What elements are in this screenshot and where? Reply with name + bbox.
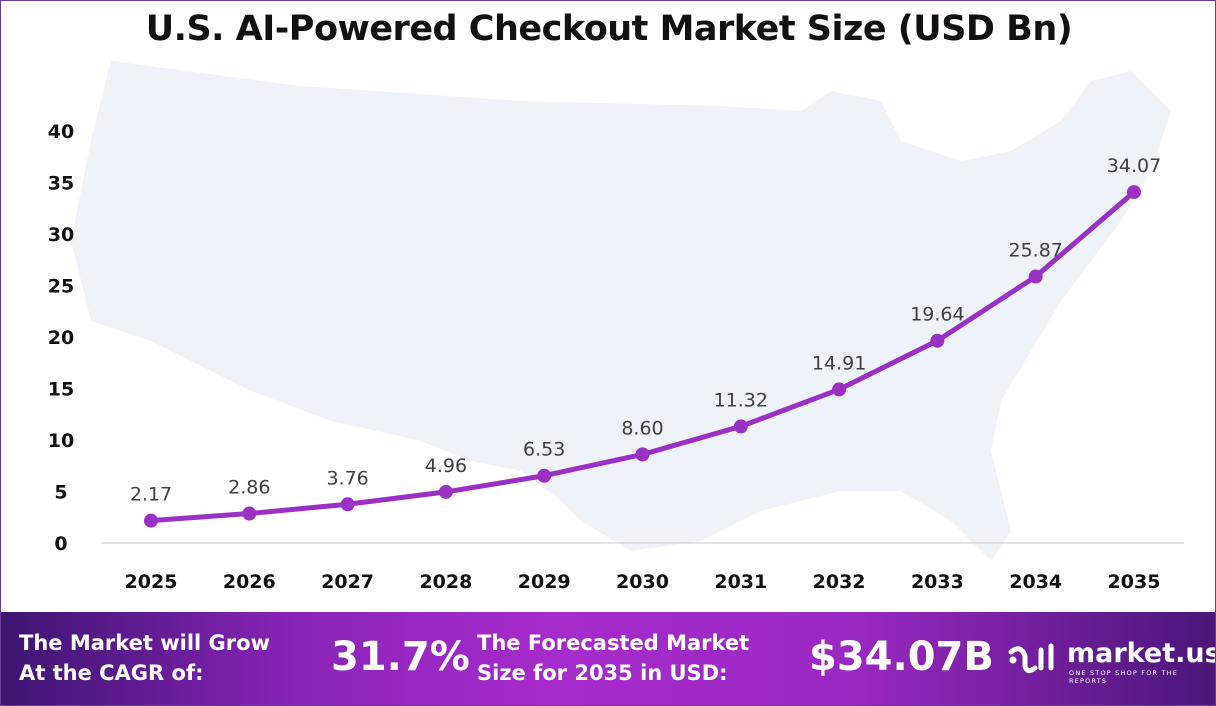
y-tick-label: 25 (48, 276, 74, 298)
footer-banner: The Market will Grow At the CAGR of: 31.… (1, 612, 1216, 705)
data-label: 6.53 (523, 439, 565, 461)
data-label: 4.96 (425, 455, 467, 477)
data-label: 25.87 (1008, 240, 1062, 262)
x-tick-label: 2029 (518, 571, 571, 593)
data-label: 3.76 (326, 467, 368, 489)
x-tick-label: 2035 (1108, 571, 1161, 593)
data-point (832, 382, 847, 397)
cagr-label-line2: At the CAGR of: (19, 661, 204, 685)
forecast-label-line2: Size for 2035 in USD: (477, 661, 728, 685)
cagr-label: The Market will Grow At the CAGR of: (19, 628, 270, 688)
y-tick-label: 5 (54, 482, 67, 504)
y-tick-label: 0 (54, 533, 67, 555)
x-tick-label: 2026 (223, 571, 276, 593)
data-label: 14.91 (812, 352, 866, 374)
us-map-background (71, 61, 1171, 561)
data-point (1127, 185, 1141, 200)
y-tick-label: 10 (48, 430, 74, 452)
x-tick-label: 2027 (321, 571, 374, 593)
y-tick-label: 40 (48, 121, 74, 143)
data-label: 11.32 (714, 389, 768, 411)
x-tick-label: 2034 (1009, 571, 1062, 593)
y-tick-label: 15 (48, 379, 74, 401)
market-us-logo-icon (1008, 643, 1054, 674)
logo-tagline: ONE STOP SHOP FOR THE REPORTS (1069, 669, 1179, 685)
data-point (144, 513, 158, 528)
data-point (242, 506, 257, 521)
x-tick-label: 2030 (616, 571, 669, 593)
data-point (537, 468, 552, 483)
data-point (733, 419, 748, 434)
x-tick-label: 2025 (125, 571, 178, 593)
logo-name: market.us (1067, 638, 1216, 669)
y-tick-label: 20 (48, 327, 74, 349)
x-tick-label: 2031 (714, 571, 767, 593)
data-point (930, 333, 945, 348)
x-tick-label: 2033 (911, 571, 964, 593)
forecast-value: $34.07B (809, 634, 994, 680)
chart-title: U.S. AI-Powered Checkout Market Size (US… (145, 9, 1073, 49)
data-label: 19.64 (910, 304, 964, 326)
data-point (635, 447, 650, 462)
y-tick-label: 35 (48, 173, 74, 195)
data-point (438, 484, 453, 499)
data-label: 8.60 (621, 417, 663, 439)
forecast-label-line1: The Forecasted Market (477, 631, 750, 655)
forecast-label: The Forecasted Market Size for 2035 in U… (477, 628, 749, 688)
data-point (1028, 269, 1043, 284)
cagr-label-line1: The Market will Grow (19, 631, 270, 655)
cagr-value: 31.7% (331, 634, 470, 680)
data-point (340, 497, 355, 512)
y-tick-label: 30 (48, 224, 74, 246)
data-label: 2.86 (228, 477, 270, 499)
x-tick-label: 2028 (419, 571, 472, 593)
data-label: 2.17 (130, 484, 172, 506)
x-tick-label: 2032 (813, 571, 866, 593)
data-label: 34.07 (1107, 155, 1161, 177)
